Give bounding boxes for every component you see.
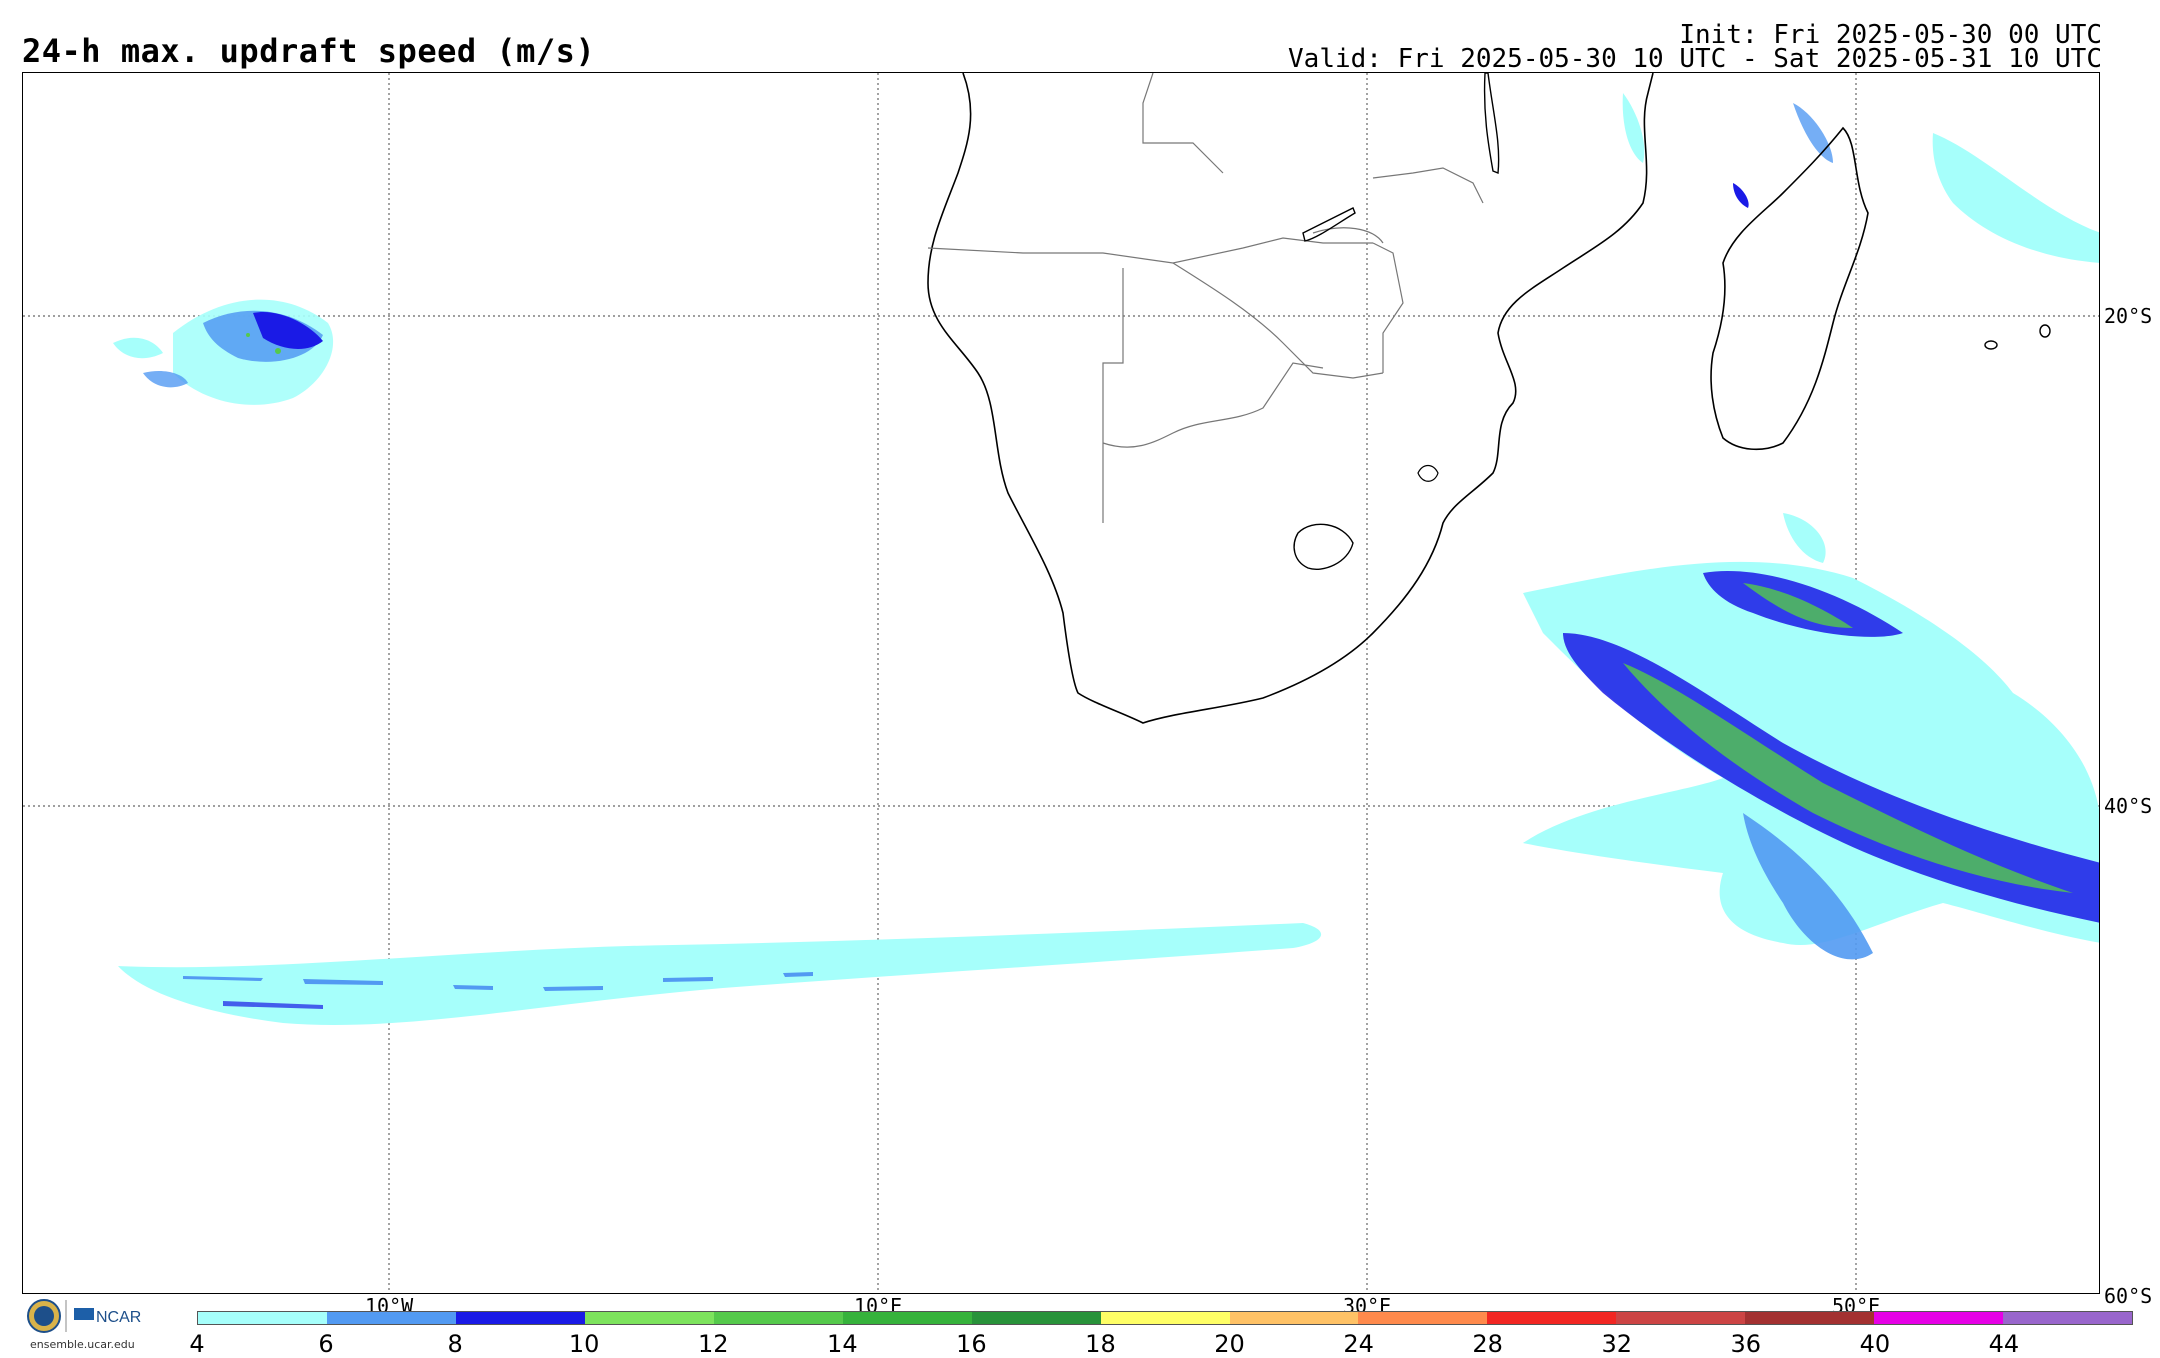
colorbar-swatch <box>1745 1312 1875 1324</box>
colorbar-swatch <box>1100 1312 1230 1324</box>
colorbar-swatch <box>713 1312 843 1324</box>
colorbar-label: 12 <box>697 1330 729 1358</box>
lake-kariba <box>1302 207 1356 242</box>
borders-africa <box>927 73 1484 523</box>
colorbar-swatch <box>2003 1312 2133 1324</box>
land-lesotho <box>1293 523 1354 570</box>
ncar-logo-text: NCAR <box>96 1309 141 1326</box>
colorbar-swatch <box>1616 1312 1746 1324</box>
colorbar-swatch <box>326 1312 456 1324</box>
island-reunion <box>2039 324 2051 338</box>
colorbar-label: 16 <box>956 1330 987 1358</box>
valid-time: Valid: Fri 2025-05-30 10 UTC - Sat 2025-… <box>1288 44 2102 74</box>
colorbar-label: 10 <box>568 1330 600 1358</box>
updraft-cluster-west <box>113 299 334 405</box>
colorbar-swatch <box>455 1312 585 1324</box>
lat-label-20s: 20°S <box>2104 304 2153 328</box>
colorbar-label: 24 <box>1343 1330 1374 1358</box>
colorbar-swatch <box>584 1312 714 1324</box>
updraft-band-southeast <box>1523 513 2099 960</box>
colorbar-swatch <box>842 1312 972 1324</box>
colorbar-label: 20 <box>1214 1330 1245 1358</box>
colorbar-label: 36 <box>1730 1330 1762 1358</box>
land-madagascar <box>1710 126 1869 451</box>
colorbar-label: 18 <box>1085 1330 1116 1358</box>
island-mauritius <box>1984 340 1998 350</box>
colorbar <box>197 1311 2133 1325</box>
land-africa <box>927 73 1654 724</box>
lat-label-60s: 60°S <box>2104 1284 2153 1308</box>
logo-site-text: ensemble.ucar.edu <box>30 1338 135 1351</box>
colorbar-swatch <box>1874 1312 2004 1324</box>
updraft-patches-northeast <box>1622 93 2099 263</box>
colorbar-label: 4 <box>189 1330 205 1358</box>
colorbar-swatch <box>1229 1312 1359 1324</box>
colorbar-label: 14 <box>827 1330 858 1358</box>
init-time: Init: Fri 2025-05-30 00 UTC <box>1679 20 2102 50</box>
colorbar-swatch <box>198 1312 327 1324</box>
map-panel[interactable] <box>22 72 2100 1294</box>
colorbar-swatch <box>971 1312 1101 1324</box>
colorbar-label: 40 <box>1859 1330 1891 1358</box>
updraft-band-south <box>118 923 1322 1025</box>
lat-label-40s: 40°S <box>2104 794 2153 818</box>
map-title: 24-h max. updraft speed (m/s) <box>22 32 596 70</box>
colorbar-label: 8 <box>447 1330 463 1358</box>
colorbar-label: 44 <box>1988 1330 2020 1358</box>
map-canvas <box>23 73 2099 1293</box>
land-eswatini <box>1417 464 1439 482</box>
lake-malawi <box>1483 73 1500 174</box>
colorbar-swatch <box>1358 1312 1488 1324</box>
colorbar-label: 28 <box>1472 1330 1503 1358</box>
ncar-logo: NCAR <box>27 1299 141 1333</box>
colorbar-label: 32 <box>1601 1330 1632 1358</box>
colorbar-swatch <box>1487 1312 1617 1324</box>
colorbar-label: 6 <box>318 1330 334 1358</box>
